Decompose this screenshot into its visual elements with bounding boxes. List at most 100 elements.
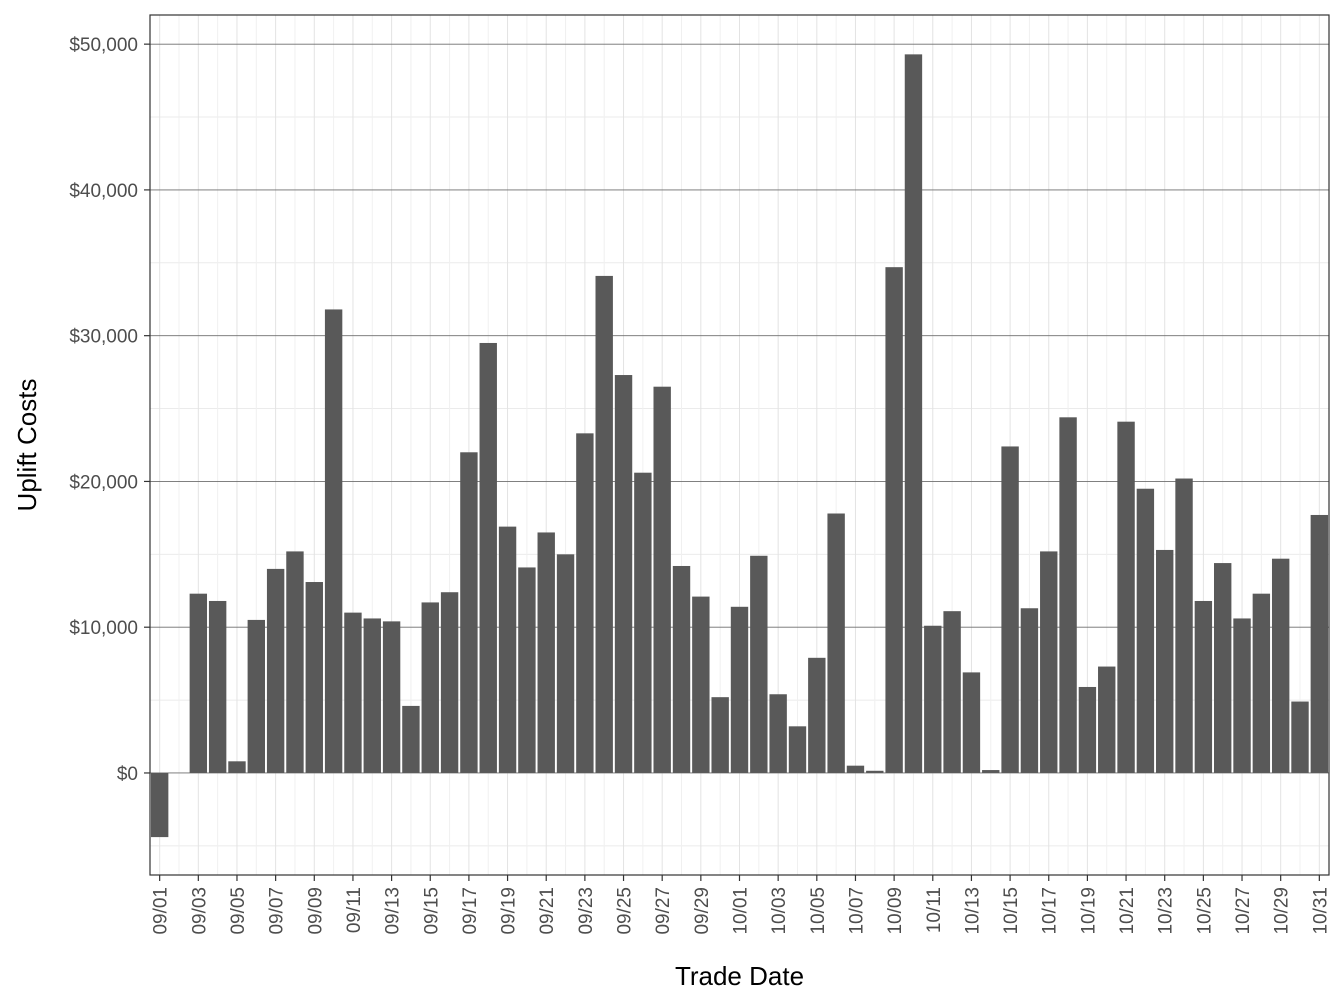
x-tick-label: 10/15: [1001, 887, 1022, 935]
bar-10-28: [1252, 593, 1271, 773]
bar-09-08: [286, 551, 304, 773]
bar-10-07: [846, 765, 865, 773]
x-tick-label: 10/25: [1194, 887, 1215, 935]
x-tick-label: 09/25: [615, 887, 636, 935]
bar-10-02: [750, 555, 768, 773]
y-tick-label: $50,000: [69, 35, 138, 56]
bar-09-26: [634, 472, 652, 773]
y-tick-label: $10,000: [69, 618, 138, 639]
bar-09-19: [498, 526, 517, 773]
bar-09-18: [479, 342, 497, 773]
x-tick-label: 10/19: [1078, 887, 1099, 935]
x-tick-label: 10/07: [846, 887, 867, 935]
bar-10-23: [1156, 549, 1174, 773]
bar-09-03: [189, 593, 208, 773]
bar-09-25: [614, 375, 633, 773]
bar-10-05: [808, 657, 826, 773]
bar-10-08: [866, 770, 884, 773]
x-tick-label: 09/07: [267, 887, 288, 935]
x-tick-label: 10/05: [808, 887, 829, 935]
bar-10-11: [924, 625, 942, 773]
bar-10-24: [1175, 478, 1193, 773]
bar-09-04: [208, 600, 227, 773]
x-tick-label: 09/17: [460, 887, 481, 935]
x-axis: 09/01 09/03 09/05 09/07 09/09 09/11 09/13 09/15…: [151, 875, 1331, 935]
bar-09-24: [595, 275, 613, 773]
bars: [150, 54, 1329, 838]
bar-10-06: [827, 513, 845, 773]
x-tick-label: 10/09: [885, 887, 906, 935]
x-tick-label: 09/03: [189, 887, 210, 935]
bar-09-28: [672, 565, 691, 773]
bar-10-01: [730, 606, 749, 773]
bar-10-09: [885, 267, 903, 773]
x-tick-label: 09/21: [537, 887, 558, 935]
y-axis: $0 $10,000 $20,000 $30,000 $40,000 $50,000: [69, 35, 150, 785]
bar-09-20: [518, 567, 536, 773]
bar-10-31: [1310, 514, 1329, 773]
bar-10-20: [1098, 666, 1116, 773]
x-tick-label: 10/23: [1156, 887, 1177, 935]
x-tick-label: 10/01: [731, 887, 752, 935]
bar-09-06: [247, 619, 266, 773]
bar-10-03: [769, 694, 787, 773]
x-tick-label: 09/05: [228, 887, 249, 935]
bar-10-13: [962, 672, 981, 773]
bar-10-19: [1078, 686, 1097, 773]
bar-09-30: [711, 697, 729, 773]
x-tick-label: 09/27: [653, 887, 674, 935]
bar-09-29: [692, 596, 710, 773]
bar-09-09: [305, 582, 323, 773]
bar-10-22: [1136, 488, 1155, 773]
x-tick-label: 09/01: [151, 887, 172, 935]
x-tick-label: 10/27: [1233, 887, 1254, 935]
bar-09-10: [324, 309, 343, 773]
bar-10-17: [1040, 551, 1058, 773]
bar-09-01: [150, 772, 169, 838]
bar-10-25: [1194, 600, 1213, 773]
bar-09-14: [402, 705, 420, 773]
y-tick-label: $0: [117, 764, 138, 785]
bar-09-16: [440, 592, 459, 773]
bar-09-11: [344, 612, 362, 773]
bar-10-18: [1059, 417, 1077, 773]
bar-09-23: [576, 433, 594, 773]
bar-10-26: [1213, 563, 1232, 773]
x-tick-label: 10/03: [769, 887, 790, 935]
x-tick-label: 09/29: [692, 887, 713, 935]
x-tick-label: 09/19: [499, 887, 520, 935]
y-tick-label: $30,000: [69, 327, 138, 348]
x-tick-label: 10/21: [1117, 887, 1138, 935]
x-tick-label: 10/29: [1272, 887, 1293, 935]
x-tick-label: 09/23: [576, 887, 597, 935]
bar-09-12: [363, 618, 381, 773]
x-tick-label: 09/11: [344, 887, 365, 933]
y-axis-title: Uplift Costs: [12, 379, 42, 512]
x-tick-label: 09/09: [305, 887, 326, 935]
bar-10-10: [904, 54, 923, 773]
y-tick-label: $20,000: [69, 472, 138, 493]
bar-09-27: [653, 386, 671, 773]
bar-09-15: [421, 602, 439, 773]
bar-09-05: [228, 761, 246, 773]
y-tick-label: $40,000: [69, 181, 138, 202]
bar-09-22: [556, 554, 575, 773]
bar-10-14: [982, 770, 1000, 773]
bar-10-16: [1020, 608, 1039, 773]
bar-10-15: [1001, 446, 1019, 773]
bar-09-07: [266, 568, 285, 773]
bar-10-30: [1291, 701, 1309, 773]
bar-09-17: [460, 452, 478, 773]
bar-10-29: [1271, 558, 1290, 773]
bar-10-12: [943, 611, 961, 773]
x-tick-label: 10/17: [1040, 887, 1061, 935]
x-tick-label: 10/11: [924, 887, 945, 933]
x-tick-label: 10/31: [1310, 887, 1331, 935]
x-tick-label: 09/15: [421, 887, 442, 935]
bar-10-27: [1233, 618, 1251, 773]
bar-09-13: [382, 621, 401, 773]
bar-10-21: [1117, 421, 1135, 773]
x-tick-label: 09/13: [383, 887, 404, 935]
